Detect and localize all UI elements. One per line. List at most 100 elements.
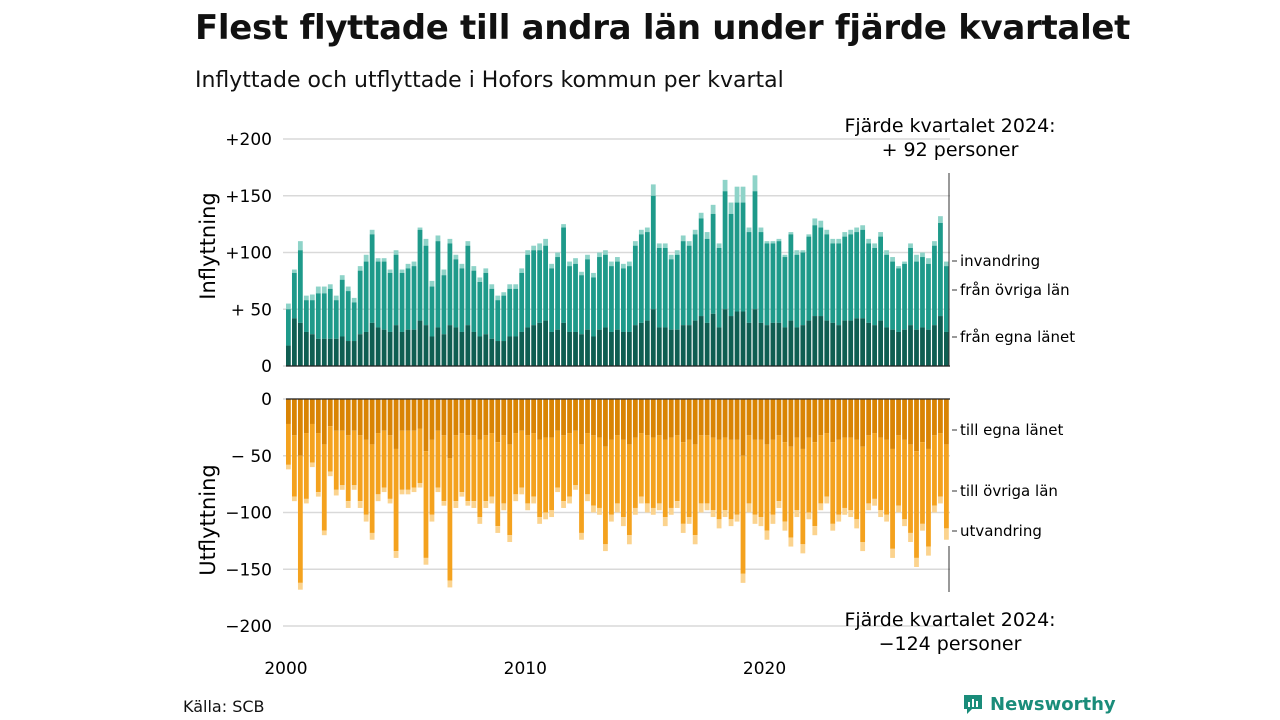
bar-in-ovriga-lan bbox=[944, 266, 949, 332]
bar-in-invandring bbox=[710, 204, 716, 214]
axes: 0 + 50 +100 +150 +200 0 − 50 −100 −150 −200 2000 20… bbox=[225, 130, 950, 679]
bar-in-egna-lanet bbox=[423, 325, 429, 366]
bar-out-utvandring bbox=[836, 514, 842, 522]
bar-out-ovriga-lan bbox=[638, 433, 644, 497]
bar-out-ovriga-lan bbox=[740, 455, 746, 574]
bar-out-egna-lanet bbox=[363, 399, 369, 440]
bar-in-invandring bbox=[471, 266, 477, 271]
bar-out-egna-lanet bbox=[842, 399, 848, 438]
bar-in-egna-lanet bbox=[752, 309, 758, 366]
bar-out-ovriga-lan bbox=[333, 430, 339, 490]
bar-out-egna-lanet bbox=[758, 399, 764, 440]
bar-out-ovriga-lan bbox=[411, 430, 417, 488]
bar-in-invandring bbox=[543, 238, 549, 246]
bar-in-invandring bbox=[579, 271, 584, 276]
bar-out-utvandring bbox=[327, 471, 333, 477]
bar-in-invandring bbox=[477, 277, 483, 283]
bar-out-ovriga-lan bbox=[393, 448, 399, 552]
bar-in-ovriga-lan bbox=[776, 241, 782, 323]
bar-in-invandring bbox=[303, 295, 309, 301]
bar-in-ovriga-lan bbox=[423, 245, 429, 326]
y-axis-label-inflyttning: Inflyttning bbox=[196, 192, 220, 299]
bar-in-invandring bbox=[830, 238, 836, 244]
bar-in-invandring bbox=[435, 235, 441, 242]
bar-out-egna-lanet bbox=[686, 399, 692, 440]
bar-in-egna-lanet bbox=[938, 316, 943, 366]
bar-out-utvandring bbox=[896, 505, 901, 513]
bar-out-utvandring bbox=[477, 517, 483, 524]
bar-out-utvandring bbox=[794, 510, 800, 518]
bar-in-ovriga-lan bbox=[363, 261, 369, 332]
bar-out-egna-lanet bbox=[878, 399, 883, 438]
bar-out-ovriga-lan bbox=[495, 442, 501, 527]
bar-out-ovriga-lan bbox=[543, 437, 549, 513]
bar-in-egna-lanet bbox=[573, 331, 578, 366]
bar-out-utvandring bbox=[417, 482, 423, 488]
bar-out-egna-lanet bbox=[734, 399, 740, 440]
bar-out-egna-lanet bbox=[932, 399, 937, 436]
bar-out-ovriga-lan bbox=[519, 430, 525, 488]
bar-out-egna-lanet bbox=[519, 399, 525, 431]
bar-in-ovriga-lan bbox=[764, 243, 770, 326]
bar-out-utvandring bbox=[321, 530, 327, 536]
bar-in-ovriga-lan bbox=[459, 268, 465, 332]
bar-out-ovriga-lan bbox=[872, 433, 878, 499]
bar-in-invandring bbox=[680, 235, 686, 242]
bar-in-invandring bbox=[417, 227, 423, 230]
bar-out-egna-lanet bbox=[920, 399, 925, 443]
bar-out-egna-lanet bbox=[603, 399, 608, 447]
bar-out-ovriga-lan bbox=[884, 439, 889, 515]
bar-out-ovriga-lan bbox=[525, 435, 531, 504]
bar-in-ovriga-lan bbox=[603, 254, 608, 328]
bar-in-invandring bbox=[483, 268, 489, 273]
bar-in-egna-lanet bbox=[896, 331, 901, 366]
bar-in-invandring bbox=[453, 254, 459, 260]
bar-out-egna-lanet bbox=[333, 399, 339, 431]
bar-out-egna-lanet bbox=[369, 399, 375, 445]
bar-out-egna-lanet bbox=[405, 399, 411, 431]
bar-out-utvandring bbox=[363, 514, 369, 522]
bar-out-ovriga-lan bbox=[345, 435, 351, 502]
legend-inflow: invandring från övriga län från egna länet bbox=[952, 252, 1075, 346]
bar-in-ovriga-lan bbox=[447, 243, 453, 326]
legend-label-outflow: till övriga län bbox=[960, 482, 1058, 500]
bar-out-egna-lanet bbox=[507, 399, 513, 445]
bar-out-ovriga-lan bbox=[788, 446, 794, 538]
bar-in-egna-lanet bbox=[890, 329, 895, 366]
bar-in-egna-lanet bbox=[926, 329, 931, 366]
bar-out-utvandring bbox=[549, 510, 554, 518]
bar-out-utvandring bbox=[567, 496, 572, 504]
bar-in-invandring bbox=[321, 286, 327, 294]
bar-in-ovriga-lan bbox=[513, 288, 519, 337]
bar-in-egna-lanet bbox=[543, 320, 549, 366]
bar-in-ovriga-lan bbox=[704, 238, 710, 323]
bar-in-egna-lanet bbox=[459, 331, 465, 366]
bar-out-ovriga-lan bbox=[632, 437, 638, 508]
bar-in-invandring bbox=[782, 254, 788, 258]
bar-in-ovriga-lan bbox=[561, 227, 566, 323]
bar-in-egna-lanet bbox=[405, 329, 411, 366]
bar-in-ovriga-lan bbox=[489, 288, 495, 339]
bar-out-utvandring bbox=[860, 542, 866, 552]
bar-out-ovriga-lan bbox=[615, 435, 620, 504]
bar-out-egna-lanet bbox=[459, 399, 465, 434]
bar-out-ovriga-lan bbox=[477, 439, 483, 518]
bar-in-egna-lanet bbox=[465, 325, 471, 366]
bar-out-ovriga-lan bbox=[555, 430, 560, 488]
bar-out-ovriga-lan bbox=[489, 433, 495, 497]
bar-out-utvandring bbox=[411, 487, 417, 493]
bar-out-ovriga-lan bbox=[836, 439, 842, 515]
bar-out-ovriga-lan bbox=[896, 435, 901, 506]
bar-in-egna-lanet bbox=[776, 322, 782, 366]
bar-in-egna-lanet bbox=[824, 320, 830, 366]
bar-out-utvandring bbox=[579, 532, 584, 540]
bar-in-egna-lanet bbox=[435, 327, 441, 366]
bar-out-ovriga-lan bbox=[291, 435, 297, 497]
bar-out-egna-lanet bbox=[387, 399, 393, 436]
bar-out-utvandring bbox=[471, 501, 477, 508]
bar-in-ovriga-lan bbox=[286, 309, 291, 346]
bar-out-egna-lanet bbox=[453, 399, 459, 436]
bar-in-egna-lanet bbox=[579, 334, 584, 366]
bar-in-invandring bbox=[818, 220, 824, 228]
bar-in-ovriga-lan bbox=[417, 229, 423, 321]
